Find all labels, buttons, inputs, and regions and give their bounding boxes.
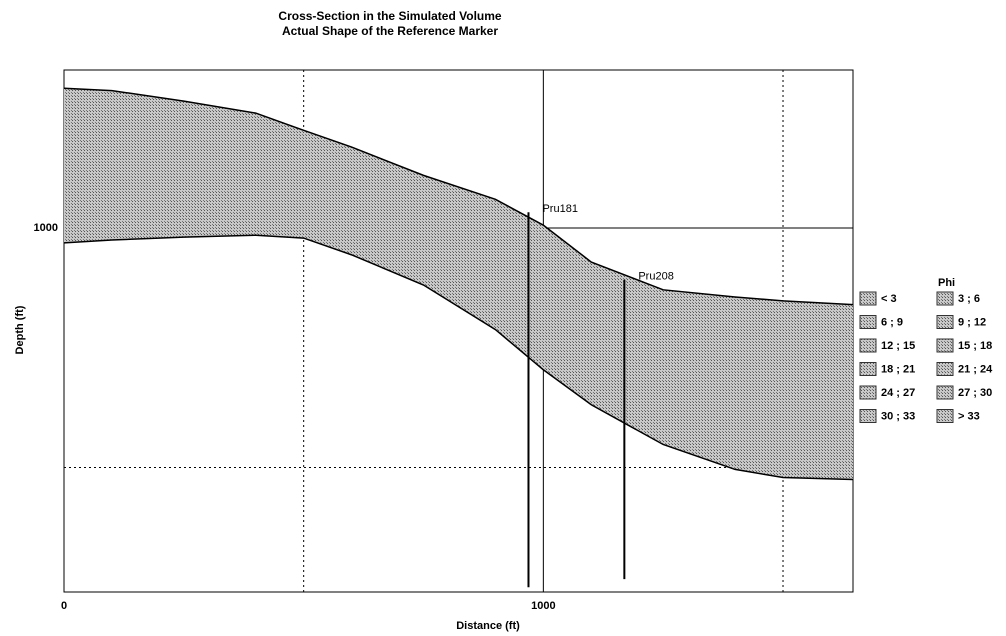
legend-label: 27 ; 30 — [958, 387, 992, 399]
legend-swatch — [859, 409, 877, 423]
legend-swatch — [859, 315, 877, 329]
x-tick-label: 0 — [61, 600, 67, 612]
y-axis-label: Depth (ft) — [14, 305, 26, 354]
legend-label: 21 ; 24 — [958, 363, 993, 375]
x-tick-label: 1000 — [531, 600, 555, 612]
legend-title: Phi — [938, 277, 955, 289]
legend-label: 15 ; 18 — [958, 340, 992, 352]
legend-label: 30 ; 33 — [881, 410, 915, 422]
legend-swatch — [936, 291, 954, 306]
legend-label: 6 ; 9 — [881, 316, 903, 328]
surface-line — [63, 234, 854, 481]
legend-label: > 33 — [958, 410, 980, 422]
legend-swatch — [936, 338, 954, 353]
surface-line — [63, 87, 854, 306]
legend-label: 9 ; 12 — [958, 316, 986, 328]
band-fill — [64, 88, 853, 480]
legend-label: 12 ; 15 — [881, 340, 915, 352]
legend-swatch — [859, 338, 877, 353]
legend-label: 3 ; 6 — [958, 293, 980, 305]
y-tick-label: 1000 — [34, 222, 58, 234]
legend-swatch — [936, 315, 954, 329]
legend-swatch — [936, 385, 954, 400]
legend-swatch — [936, 409, 954, 423]
legend-swatch — [936, 362, 954, 376]
well-label: Pru181 — [542, 203, 577, 215]
chart-subtitle: Actual Shape of the Reference Marker — [282, 24, 498, 38]
legend-label: 18 ; 21 — [881, 363, 915, 375]
legend-swatch — [859, 385, 877, 400]
legend-label: < 3 — [881, 293, 897, 305]
legend-label: 24 ; 27 — [881, 387, 915, 399]
legend-swatch — [859, 362, 877, 376]
well-label: Pru208 — [638, 271, 673, 283]
legend-swatch — [859, 291, 877, 306]
chart-title: Cross-Section in the Simulated Volume — [278, 9, 501, 23]
x-axis-label: Distance (ft) — [456, 620, 520, 632]
